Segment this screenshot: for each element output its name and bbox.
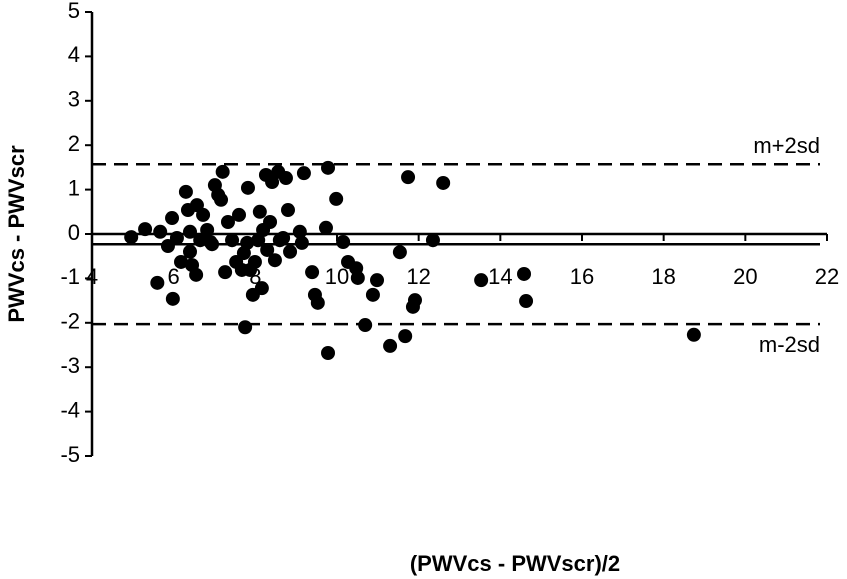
x-tick-label: 4 — [86, 264, 98, 289]
point — [265, 175, 280, 190]
point — [220, 215, 235, 230]
point — [294, 235, 309, 250]
point — [436, 175, 451, 190]
point — [260, 242, 275, 257]
point — [205, 237, 220, 252]
x-tick-label: 16 — [570, 264, 594, 289]
point — [196, 207, 211, 222]
y-tick-label: -1 — [60, 264, 80, 289]
y-tick-label: 2 — [68, 131, 80, 156]
point — [183, 224, 197, 239]
point — [232, 207, 246, 222]
point — [305, 265, 320, 280]
point — [383, 338, 398, 353]
point — [292, 224, 307, 239]
point — [276, 230, 291, 245]
point — [370, 273, 385, 288]
point — [240, 235, 255, 250]
point — [240, 180, 255, 195]
y-tick-label: -3 — [60, 353, 80, 378]
x-axis-title: (PWVcs - PWVscr)/2 — [410, 551, 620, 576]
point — [218, 265, 233, 280]
y-tick-label: 3 — [68, 87, 80, 112]
point — [238, 320, 253, 335]
point — [263, 215, 278, 230]
point — [519, 294, 534, 309]
point — [336, 234, 351, 249]
point — [474, 273, 489, 288]
x-tick-label: 22 — [815, 264, 839, 289]
point — [407, 293, 422, 308]
point — [165, 211, 180, 226]
point — [165, 291, 180, 306]
point — [124, 230, 139, 245]
point — [215, 164, 230, 179]
point — [138, 222, 153, 237]
point — [254, 281, 269, 296]
point — [153, 224, 168, 239]
point — [200, 223, 215, 238]
reference-label: m+2sd — [753, 133, 820, 158]
point — [358, 318, 373, 333]
point — [401, 170, 416, 185]
point — [225, 233, 240, 248]
y-tick-label: 1 — [68, 175, 80, 200]
point — [189, 267, 204, 282]
point — [281, 203, 295, 218]
point — [252, 204, 267, 219]
y-axis-title: PWVcs - PWVscr — [4, 145, 29, 323]
x-tick-label: 14 — [488, 264, 512, 289]
x-tick-label: 20 — [733, 264, 757, 289]
x-tick-label: 12 — [406, 264, 430, 289]
point — [350, 270, 365, 285]
point — [278, 171, 293, 186]
point — [174, 254, 189, 269]
point — [283, 244, 298, 259]
point — [365, 287, 380, 302]
y-tick-label: 4 — [68, 42, 80, 67]
point — [296, 166, 311, 181]
point — [392, 245, 407, 260]
point — [321, 345, 336, 360]
point — [178, 184, 193, 199]
reference-label: m-2sd — [759, 332, 820, 357]
y-tick-label: -2 — [60, 309, 80, 334]
point — [160, 238, 175, 253]
point — [517, 266, 532, 281]
point — [321, 160, 336, 175]
y-tick-label: 0 — [68, 220, 80, 245]
point — [150, 275, 165, 290]
y-tick-label: 5 — [68, 0, 80, 23]
point — [267, 253, 282, 268]
x-tick-label: 6 — [168, 264, 180, 289]
point — [686, 327, 701, 342]
y-tick-label: -5 — [60, 442, 80, 467]
point — [318, 220, 333, 235]
point — [310, 295, 325, 310]
point — [398, 329, 413, 344]
point — [183, 244, 197, 259]
x-tick-label: 18 — [651, 264, 675, 289]
y-tick-label: -4 — [60, 397, 80, 422]
point — [329, 191, 344, 206]
point — [169, 230, 184, 245]
point — [247, 254, 262, 269]
point — [214, 192, 229, 207]
point — [425, 233, 440, 248]
